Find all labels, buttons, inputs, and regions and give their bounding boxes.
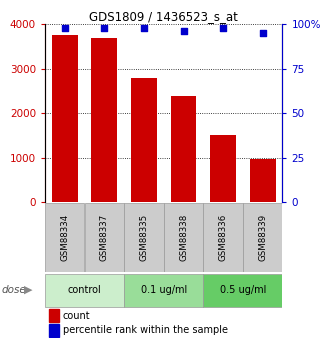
Text: GSM88336: GSM88336: [219, 214, 228, 261]
FancyBboxPatch shape: [124, 274, 203, 307]
Text: GSM88335: GSM88335: [139, 214, 148, 261]
FancyBboxPatch shape: [124, 203, 164, 272]
Point: [62, 25, 67, 30]
Point: [141, 25, 146, 30]
Text: GSM88338: GSM88338: [179, 214, 188, 261]
FancyBboxPatch shape: [243, 203, 282, 272]
Bar: [250, 159, 275, 202]
FancyBboxPatch shape: [203, 203, 243, 272]
Bar: [48, 309, 59, 322]
Text: GSM88339: GSM88339: [258, 214, 267, 261]
Bar: [48, 324, 59, 337]
FancyBboxPatch shape: [203, 274, 282, 307]
Text: GSM88337: GSM88337: [100, 214, 109, 261]
Bar: [210, 135, 236, 202]
FancyBboxPatch shape: [84, 203, 124, 272]
FancyBboxPatch shape: [164, 203, 203, 272]
Text: control: control: [68, 285, 101, 295]
Text: dose: dose: [2, 285, 26, 295]
FancyBboxPatch shape: [45, 203, 84, 272]
Point: [260, 30, 265, 36]
FancyBboxPatch shape: [45, 274, 124, 307]
Bar: [131, 78, 157, 202]
Title: GDS1809 / 1436523_s_at: GDS1809 / 1436523_s_at: [89, 10, 238, 23]
Bar: [171, 96, 196, 202]
Bar: [52, 35, 78, 202]
Point: [181, 29, 186, 34]
Point: [221, 25, 226, 30]
Text: count: count: [63, 311, 91, 321]
Text: 0.1 ug/ml: 0.1 ug/ml: [141, 285, 187, 295]
Text: percentile rank within the sample: percentile rank within the sample: [63, 325, 228, 335]
Text: 0.5 ug/ml: 0.5 ug/ml: [220, 285, 266, 295]
Text: GSM88334: GSM88334: [60, 214, 69, 261]
Point: [102, 25, 107, 30]
Text: ▶: ▶: [24, 285, 32, 295]
Bar: [91, 38, 117, 202]
